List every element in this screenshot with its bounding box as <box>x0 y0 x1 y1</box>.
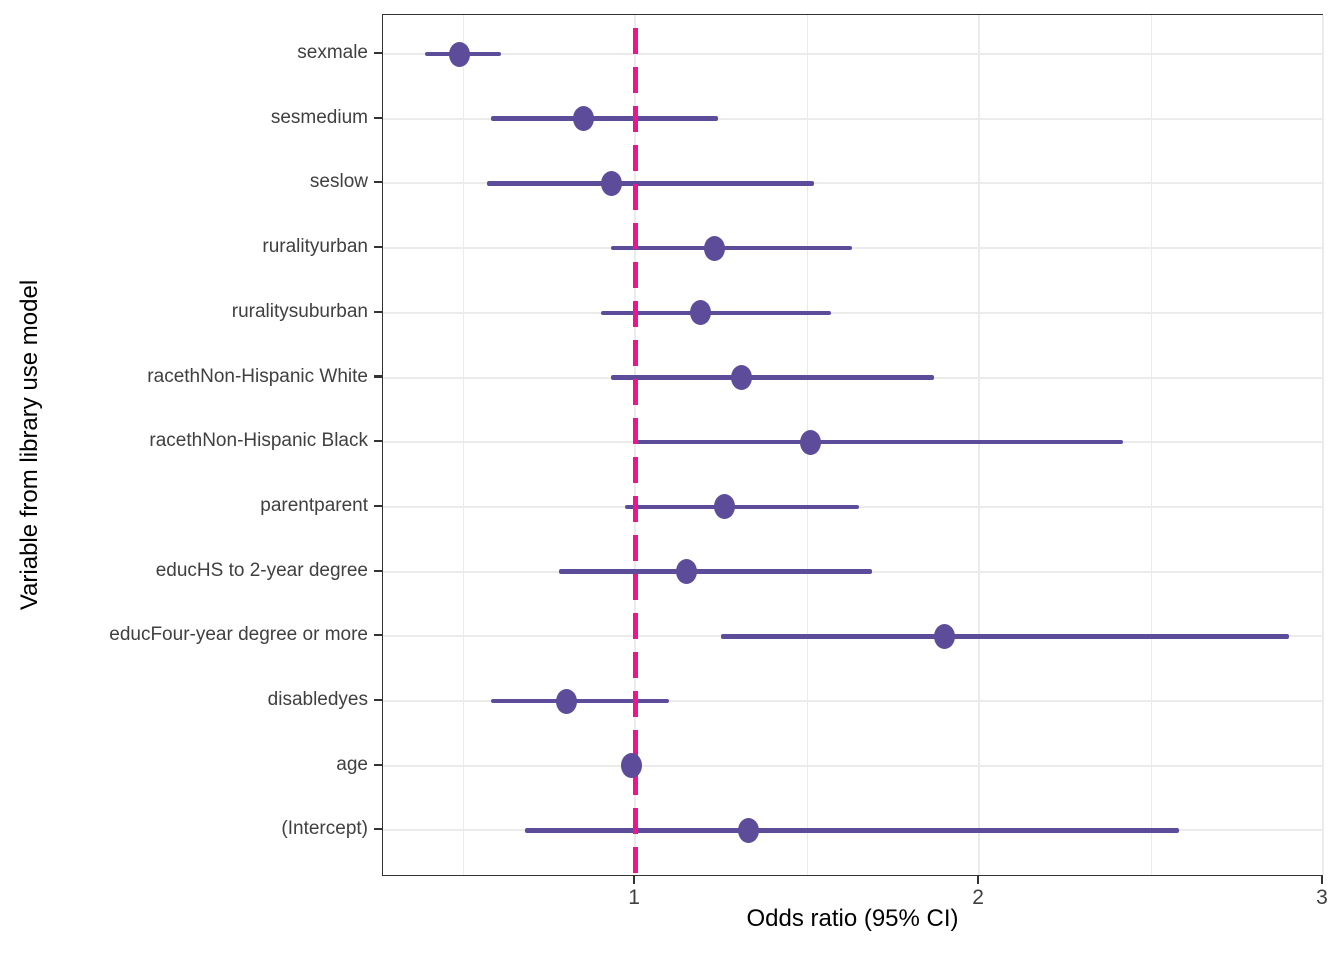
or-point <box>934 623 956 649</box>
major-gridline <box>1321 15 1324 875</box>
y-axis-title: Variable from library use model <box>16 279 43 611</box>
row-gridline <box>383 311 1322 314</box>
y-tick-mark <box>374 116 382 119</box>
ci-line <box>490 116 718 121</box>
y-tick-label: sesmedium <box>270 106 368 128</box>
or-point <box>449 41 471 67</box>
row-gridline <box>383 247 1322 250</box>
y-tick-label: age <box>336 753 368 775</box>
or-point <box>676 559 698 585</box>
y-tick-mark <box>374 698 382 702</box>
or-point <box>600 170 622 196</box>
ci-line <box>721 634 1289 639</box>
ci-line <box>635 439 1124 445</box>
y-tick-mark <box>374 763 382 766</box>
x-tick-mark <box>976 876 980 884</box>
x-tick-label: 3 <box>1316 886 1328 909</box>
y-tick-label: seslow <box>309 171 368 193</box>
row-gridline <box>383 53 1322 55</box>
or-point <box>703 235 725 261</box>
ci-line <box>559 569 873 574</box>
row-gridline <box>383 700 1322 702</box>
x-tick-label: 2 <box>972 886 984 909</box>
ci-line <box>490 698 670 704</box>
row-gridline <box>383 117 1322 120</box>
y-tick-mark <box>374 504 382 507</box>
y-tick-mark <box>374 440 382 443</box>
y-tick-label: parentparent <box>260 494 368 516</box>
or-point <box>689 300 711 326</box>
or-point <box>800 429 821 455</box>
or-point <box>738 817 760 843</box>
row-gridline <box>383 764 1322 767</box>
y-tick-label: disabledyes <box>267 689 368 710</box>
y-tick-label: ruralityurban <box>262 236 368 258</box>
y-tick-mark <box>374 181 382 184</box>
x-tick-label: 1 <box>628 886 640 909</box>
ci-line <box>611 375 935 380</box>
or-point <box>573 106 594 132</box>
ci-line <box>487 181 814 186</box>
y-tick-label: racethNon-Hispanic Black <box>149 430 368 452</box>
y-tick-label: educHS to 2-year degree <box>155 559 368 581</box>
y-tick-mark <box>374 51 382 55</box>
y-tick-label: ruralitysuburban <box>231 300 368 322</box>
ci-line <box>624 504 859 510</box>
y-tick-mark <box>374 375 382 378</box>
y-tick-mark <box>374 310 382 313</box>
ci-line <box>611 245 852 251</box>
y-tick-label: (Intercept) <box>281 818 368 840</box>
y-tick-mark <box>374 634 382 637</box>
plot-panel <box>382 14 1324 876</box>
x-tick-mark <box>633 876 636 884</box>
row-gridline <box>383 182 1322 185</box>
x-axis-title: Odds ratio (95% CI) <box>746 905 959 932</box>
x-tick-mark <box>1320 876 1324 884</box>
y-tick-label: racethNon-Hispanic White <box>147 365 368 387</box>
or-point <box>621 753 643 779</box>
y-tick-label: educFour-year degree or more <box>109 624 368 646</box>
y-tick-mark <box>374 828 382 831</box>
y-tick-label: sexmale <box>297 42 368 63</box>
or-point <box>731 365 753 390</box>
or-point <box>714 494 736 520</box>
minor-gridline <box>1150 15 1152 875</box>
major-gridline <box>978 15 981 875</box>
y-tick-mark <box>374 569 382 572</box>
or-point <box>555 688 577 714</box>
ci-line <box>600 310 832 316</box>
reference-line <box>632 15 638 875</box>
ci-line <box>525 828 1179 833</box>
y-tick-mark <box>374 246 382 249</box>
minor-gridline <box>462 15 464 875</box>
